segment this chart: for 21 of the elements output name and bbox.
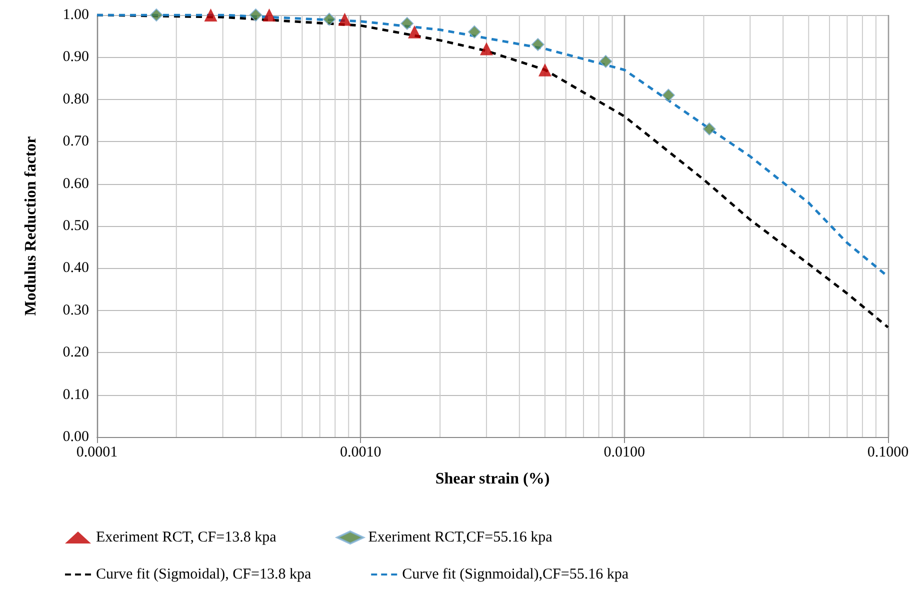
y-tick-label: 0.90 xyxy=(62,49,89,66)
y-tick-label: 0.40 xyxy=(62,260,89,276)
y-tick-label: 0.60 xyxy=(62,176,89,192)
legend-label: Curve fit (Signmoidal),CF=55.16 kpa xyxy=(402,566,629,582)
x-tick-label: 0.1000 xyxy=(867,444,909,460)
y-tick-label: 0.80 xyxy=(62,91,89,108)
y-tick-label: 0.50 xyxy=(62,218,89,234)
x-tick-label: 0.0100 xyxy=(604,444,645,460)
y-tick-label: 0.30 xyxy=(62,302,89,318)
y-tick-label: 0.00 xyxy=(62,429,89,445)
y-tick-label: 0.20 xyxy=(62,344,89,361)
x-tick-label: 0.0010 xyxy=(340,444,382,460)
y-tick-label: 1.00 xyxy=(62,7,89,23)
y-tick-label: 0.10 xyxy=(62,386,89,403)
x-tick-label: 0.0001 xyxy=(76,444,118,460)
legend-label: Exeriment RCT,CF=55.16 kpa xyxy=(368,530,553,546)
y-axis-title: Modulus Reduction factor xyxy=(22,136,40,316)
legend-label: Exeriment RCT, CF=13.8 kpa xyxy=(96,530,277,546)
y-tick-label: 0.70 xyxy=(62,134,89,150)
legend-label: Curve fit (Sigmoidal), CF=13.8 kpa xyxy=(96,566,312,582)
x-axis-title: Shear strain (%) xyxy=(435,470,550,488)
